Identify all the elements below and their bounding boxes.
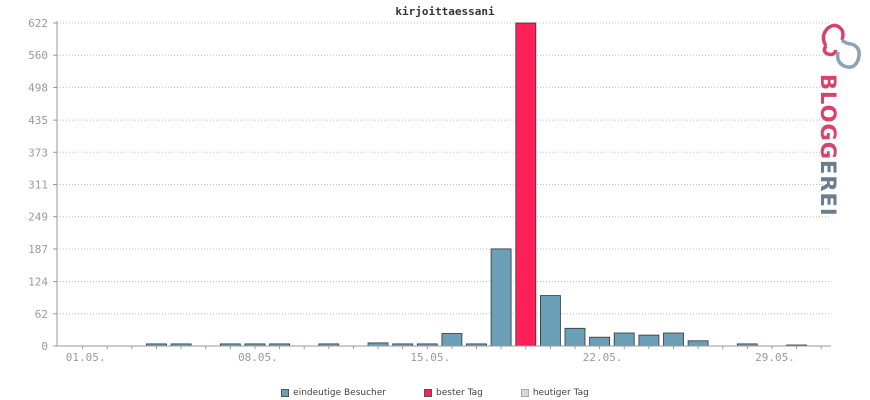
y-axis-ticks: 0 62 124 187 249 311 373 435 498 560 622 <box>28 17 57 353</box>
y-tick-label: 498 <box>28 81 48 94</box>
x-tick-label: 22.05. <box>583 351 623 364</box>
legend-label-visitors: eindeutige Besucher <box>293 388 386 398</box>
legend-item-best-day: bester Tag <box>424 386 483 400</box>
legend-swatch-visitors <box>281 389 290 397</box>
x-axis-ticks: 01.05. 08.05. 15.05. 22.05. 29.05. <box>66 346 822 364</box>
legend-item-today: heutiger Tag <box>520 386 589 400</box>
bar-eindeutige-besucher-day-23 <box>613 332 635 347</box>
legend-item-visitors: eindeutige Besucher <box>281 386 386 400</box>
bar-eindeutige-besucher-day-22 <box>589 336 610 347</box>
bar-eindeutige-besucher-day-25 <box>663 332 684 347</box>
x-tick-label: 08.05. <box>238 351 278 364</box>
bar-eindeutige-besucher-day-18 <box>490 248 512 347</box>
bars <box>146 22 807 347</box>
grid <box>57 22 830 315</box>
y-tick-label: 124 <box>28 276 48 289</box>
bar-eindeutige-besucher-day-20 <box>540 295 561 347</box>
y-tick-label: 311 <box>28 179 48 192</box>
y-tick-label: 249 <box>28 211 48 224</box>
x-tick-label: 01.05. <box>66 351 106 364</box>
legend-swatch-today <box>520 389 529 397</box>
y-tick-label: 62 <box>35 308 48 321</box>
x-tick-label: 15.05. <box>410 351 450 364</box>
x-tick-label: 29.05. <box>755 351 795 364</box>
legend-label-best-day: bester Tag <box>436 388 483 398</box>
y-tick-label: 560 <box>28 49 48 62</box>
y-tick-label: 435 <box>28 114 48 127</box>
logo-icon <box>821 23 861 69</box>
y-tick-label: 187 <box>28 243 48 256</box>
bloggerei-logo: BLOGGEREI.DE <box>808 18 868 240</box>
bar-bester-tag-day-19 <box>515 22 537 347</box>
bar-eindeutige-besucher-day-16 <box>441 333 463 347</box>
legend-label-today: heutiger Tag <box>532 388 589 398</box>
legend: eindeutige Besucher bester Tag heutiger … <box>0 386 870 400</box>
bar-eindeutige-besucher-day-21 <box>564 327 586 347</box>
y-tick-label: 622 <box>28 17 48 30</box>
bar-eindeutige-besucher-day-26 <box>687 340 709 347</box>
chart-title: kirjoittaessani <box>395 5 495 18</box>
y-tick-label: 373 <box>28 146 48 159</box>
logo-text: BLOGGEREI.DE <box>816 74 840 218</box>
y-tick-label: 0 <box>41 340 48 353</box>
axes <box>56 21 831 347</box>
legend-swatch-best-day <box>424 389 432 397</box>
bar-eindeutige-besucher-day-24 <box>638 334 660 347</box>
